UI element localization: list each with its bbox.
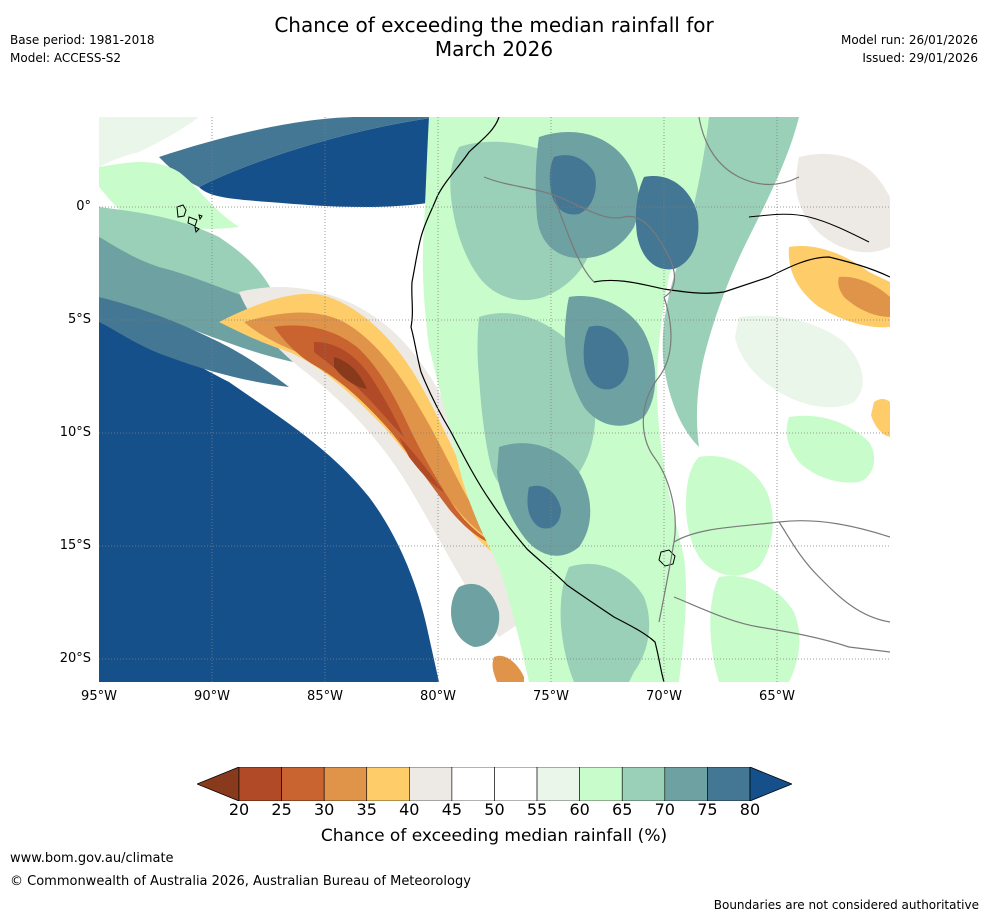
meta-left: Base period: 1981-2018 Model: ACCESS-S2	[10, 31, 155, 67]
colorbar-box-7	[536, 767, 580, 801]
colorbar-box-8	[579, 767, 623, 801]
graticule	[99, 117, 890, 682]
lat-label-10s: 10°S	[59, 425, 91, 440]
model-text: Model: ACCESS-S2	[10, 51, 122, 65]
colorbar-label-35: 35	[356, 800, 377, 819]
colorbar-label-45: 45	[441, 800, 463, 819]
colorbar-label-60: 60	[569, 800, 590, 819]
lat-label-20s: 20°S	[59, 651, 91, 666]
galapagos-islands	[176, 204, 203, 234]
coastline	[410, 117, 665, 682]
colorbar-label-70: 70	[654, 800, 675, 819]
colorbar-arrow-low	[197, 767, 240, 801]
colorbar-box-9	[621, 767, 666, 801]
colorbar-label-80: 80	[739, 800, 761, 819]
lon-label-85w: 85°W	[307, 689, 343, 704]
colorbar-box-2	[323, 767, 368, 801]
colorbar-label-55: 55	[526, 800, 548, 819]
lon-label-80w: 80°W	[420, 689, 456, 704]
map-title: Chance of exceeding the median rainfall …	[0, 13, 988, 61]
colorbar-label-65: 65	[612, 800, 633, 819]
lake-titicaca	[658, 549, 676, 567]
issued-text: Issued: 29/01/2026	[862, 51, 978, 65]
colorbar	[197, 767, 792, 801]
lon-label-90w: 90°W	[194, 689, 230, 704]
footer-url: www.bom.gov.au/climate	[10, 851, 174, 866]
title-line-1: Chance of exceeding the median rainfall …	[274, 13, 714, 37]
colorbar-box-5	[451, 767, 495, 801]
colorbar-arrow-high	[749, 767, 792, 801]
colorbar-label-30: 30	[313, 800, 335, 819]
colorbar-label-40: 40	[399, 800, 420, 819]
lon-label-95w: 95°W	[81, 689, 117, 704]
lon-label-70w: 70°W	[646, 689, 682, 704]
colorbar-box-0	[238, 767, 282, 801]
colorbar-box-6	[494, 767, 538, 801]
rainfall-map	[99, 117, 890, 682]
lon-label-75w: 75°W	[533, 689, 569, 704]
footer-note: Boundaries are not considered authoritat…	[713, 898, 979, 912]
colorbar-box-1	[281, 767, 325, 801]
ocean-west-zone	[99, 387, 219, 682]
colorbar-box-10	[664, 767, 708, 801]
model-run-text: Model run: 26/01/2026	[840, 33, 978, 47]
meta-right: Model run: 26/01/2026 Issued: 29/01/2026	[841, 31, 978, 67]
lat-label-15s: 15°S	[59, 538, 91, 553]
colorbar-label-25: 25	[271, 800, 292, 819]
colorbar-box-3	[366, 767, 410, 801]
river	[593, 256, 890, 294]
map-svg	[99, 117, 890, 682]
base-period-text: Base period: 1981-2018	[10, 33, 155, 47]
colorbar-box-4	[409, 767, 453, 801]
title-line-2: March 2026	[434, 37, 554, 61]
dry-band-mid	[244, 312, 511, 547]
colorbar-title: Chance of exceeding median rainfall (%)	[320, 826, 668, 846]
lon-label-65w: 65°W	[759, 689, 795, 704]
colorbar-label-20: 20	[228, 800, 250, 819]
colorbar-label-50: 50	[484, 800, 505, 819]
lat-label-5s: 5°S	[67, 312, 91, 327]
footer-copyright: © Commonwealth of Australia 2026, Austra…	[10, 874, 471, 889]
colorbar-box-11	[707, 767, 751, 801]
lat-label-0: 0°	[76, 199, 91, 214]
country-borders	[483, 117, 890, 653]
colorbar-label-75: 75	[697, 800, 718, 819]
